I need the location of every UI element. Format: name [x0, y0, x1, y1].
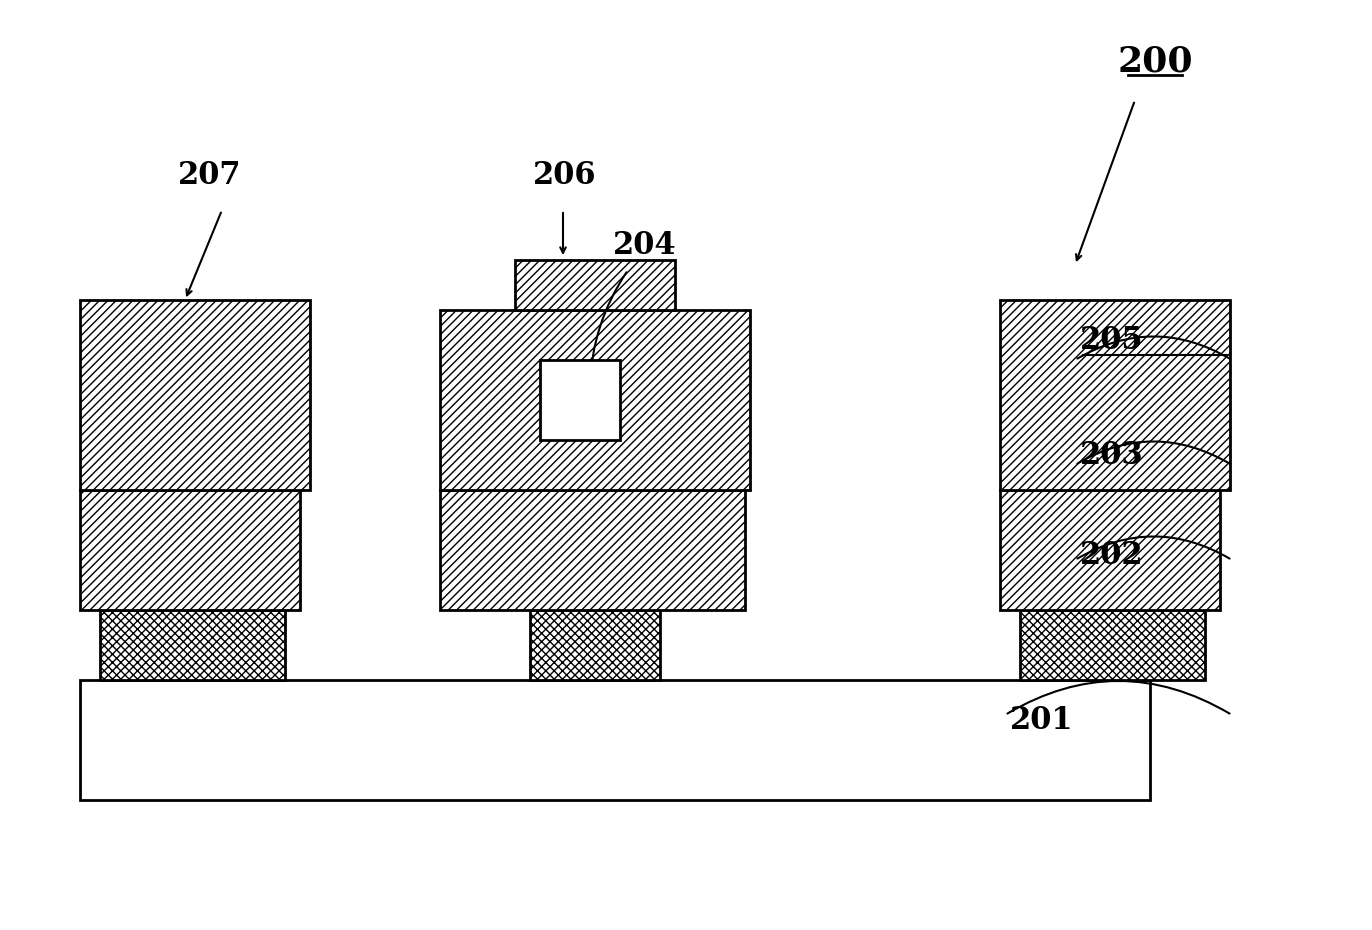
Bar [440, 310, 750, 490]
Bar [440, 490, 745, 610]
Text: 207: 207 [178, 160, 241, 191]
Bar [80, 490, 300, 610]
Bar [514, 260, 675, 310]
Bar [1000, 490, 1220, 610]
Bar [530, 610, 660, 680]
Text: 203: 203 [1080, 440, 1144, 471]
Text: 201: 201 [1010, 705, 1073, 736]
Bar [80, 300, 310, 490]
Bar [1019, 610, 1205, 680]
Bar [1000, 300, 1231, 490]
Bar [541, 360, 620, 440]
Text: 204: 204 [613, 230, 676, 260]
Bar [100, 610, 285, 680]
Bar [80, 680, 1150, 800]
Text: 206: 206 [534, 160, 597, 191]
Text: 200: 200 [1117, 45, 1192, 79]
Text: 205: 205 [1080, 325, 1143, 355]
Text: 202: 202 [1080, 539, 1144, 570]
